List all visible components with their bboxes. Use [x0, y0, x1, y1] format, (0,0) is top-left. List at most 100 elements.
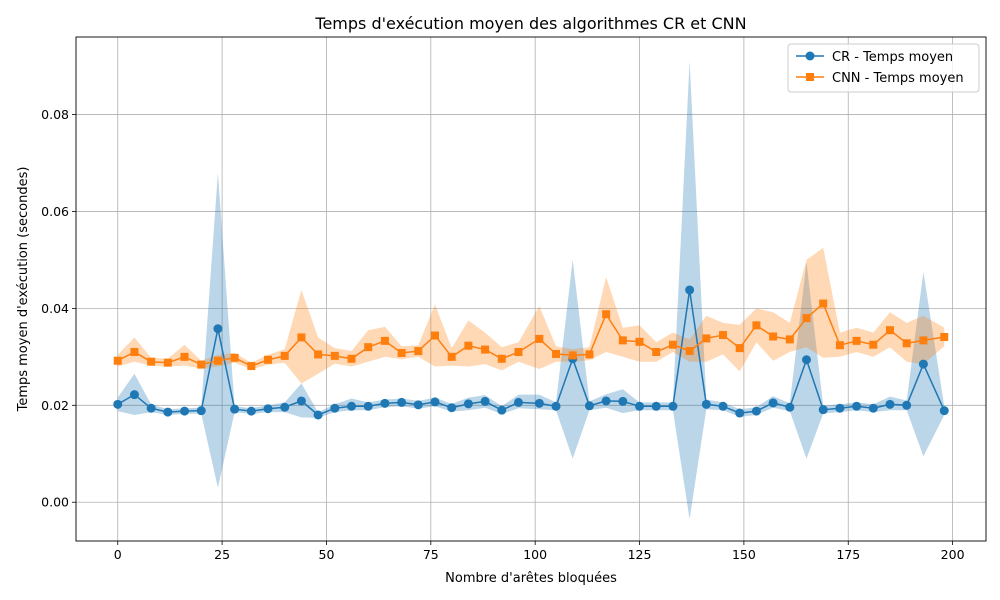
point-cr [718, 401, 728, 411]
legend-marker-cnn [806, 73, 814, 81]
point-cr [551, 401, 561, 411]
point-cr [735, 408, 745, 418]
point-cnn [497, 354, 506, 363]
point-cnn [585, 350, 594, 359]
point-cr [601, 396, 611, 406]
x-axis-ticks: 0 25 50 75 100 125 150 175 200 [114, 541, 965, 562]
point-cnn [380, 336, 389, 345]
point-cnn [514, 348, 523, 356]
point-cnn [163, 358, 172, 367]
x-tick-label: 50 [319, 547, 335, 562]
point-cnn [652, 348, 661, 356]
point-cr [163, 407, 173, 417]
legend: CR - Temps moyen CNN - Temps moyen [787, 43, 980, 93]
point-cnn [752, 321, 761, 330]
point-cnn [347, 354, 356, 363]
x-tick-label: 75 [423, 547, 439, 562]
point-cnn [552, 349, 561, 358]
x-tick-label: 150 [732, 547, 756, 562]
point-cr [330, 403, 340, 413]
point-cnn [618, 336, 627, 345]
point-cnn [769, 332, 778, 341]
point-cnn [802, 314, 811, 323]
point-cnn [264, 355, 273, 364]
point-cr [380, 398, 390, 408]
point-cnn [885, 326, 894, 335]
point-cnn [230, 353, 239, 362]
point-cnn [635, 337, 644, 346]
point-cr [463, 399, 473, 409]
point-cnn [869, 340, 878, 349]
legend-marker-cr [805, 51, 815, 61]
point-cr [280, 402, 290, 412]
point-cnn [364, 343, 373, 352]
grid [76, 37, 986, 541]
point-cnn [719, 331, 728, 340]
series-markers [113, 285, 949, 420]
point-cnn [685, 347, 694, 356]
x-tick-label: 0 [114, 547, 122, 562]
point-cnn [481, 345, 490, 354]
point-cnn [919, 336, 928, 345]
point-cr [263, 404, 273, 414]
x-tick-label: 100 [523, 547, 547, 562]
point-cr [513, 397, 523, 407]
point-cr [768, 398, 778, 408]
point-cr [785, 402, 795, 412]
point-cr [363, 401, 373, 411]
point-cr [651, 401, 661, 411]
point-cr [584, 401, 594, 411]
point-cr [129, 390, 139, 400]
point-cr [296, 396, 306, 406]
legend-label-cnn: CNN - Temps moyen [832, 71, 964, 86]
point-cr [397, 397, 407, 407]
y-tick-label: 0.06 [41, 204, 69, 219]
point-cr [852, 401, 862, 411]
point-cr [480, 396, 490, 406]
point-cr [213, 324, 223, 334]
point-cnn [197, 360, 206, 369]
y-axis-ticks: 0.00 0.02 0.04 0.06 0.08 [41, 107, 76, 510]
point-cnn [280, 351, 289, 360]
point-cnn [314, 350, 323, 359]
point-cr [618, 396, 628, 406]
point-cr [885, 399, 895, 409]
point-cr [413, 400, 423, 410]
point-cr [246, 406, 256, 416]
point-cnn [835, 341, 844, 350]
point-cr [835, 403, 845, 413]
point-cnn [247, 362, 256, 371]
point-cr [534, 398, 544, 408]
point-cr [230, 404, 240, 414]
y-tick-label: 0.04 [41, 301, 69, 316]
y-tick-label: 0.00 [41, 495, 69, 510]
point-cnn [147, 357, 156, 366]
x-tick-label: 125 [628, 547, 652, 562]
x-tick-label: 25 [214, 547, 230, 562]
point-cr [447, 403, 457, 413]
point-cnn [297, 333, 306, 342]
point-cnn [819, 299, 828, 308]
x-tick-label: 200 [941, 547, 965, 562]
chart-title: Temps d'exécution moyen des algorithmes … [314, 14, 746, 33]
point-cnn [940, 332, 949, 341]
point-cr [347, 401, 357, 411]
point-cnn [602, 310, 611, 319]
point-cnn [213, 356, 222, 365]
x-axis-label: Nombre d'arêtes bloquées [445, 571, 617, 586]
legend-frame [787, 43, 980, 93]
point-cnn [430, 331, 439, 340]
point-cr [939, 406, 949, 416]
point-cr [751, 406, 761, 416]
point-cr [918, 359, 928, 369]
point-cr [868, 403, 878, 413]
point-cr [146, 403, 156, 413]
point-cnn [130, 348, 139, 356]
point-cr [113, 399, 123, 409]
point-cr [668, 401, 678, 411]
point-cr [497, 405, 507, 415]
point-cnn [180, 352, 189, 361]
point-cr [685, 285, 695, 295]
point-cnn [785, 335, 794, 344]
point-cnn [668, 340, 677, 349]
